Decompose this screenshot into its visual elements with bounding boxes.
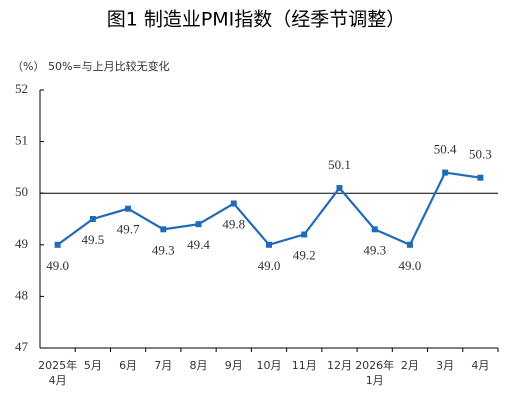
data-point: [89, 216, 96, 222]
data-label: 49.8: [222, 217, 245, 232]
chart-subtitle: （%） 50%=与上月比较无变化: [12, 59, 170, 73]
data-label: 50.4: [434, 142, 457, 157]
x-tick-label: 10月: [257, 359, 282, 372]
x-tick-label: 2025年 4月: [38, 358, 77, 387]
x-tick-label: 6月: [119, 359, 137, 372]
data-point: [477, 174, 484, 181]
y-tick-label: 50: [15, 184, 28, 199]
data-point: [195, 221, 202, 228]
x-tick-label: 5月: [84, 359, 102, 372]
data-label: 49.5: [81, 232, 104, 247]
data-point: [442, 169, 449, 176]
data-point: [230, 200, 237, 207]
x-tick-label: 11月: [292, 359, 317, 372]
y-tick-label: 52: [15, 81, 28, 96]
data-label: 50.1: [328, 157, 351, 172]
data-label: 49.0: [258, 258, 281, 273]
data-label: 50.3: [469, 147, 492, 162]
data-point: [54, 241, 61, 248]
data-point: [125, 205, 132, 212]
x-tick-label: 8月: [190, 359, 208, 372]
y-tick-label: 51: [15, 133, 28, 148]
data-point: [160, 226, 167, 233]
x-tick-label: 9月: [225, 359, 243, 372]
data-label: 49.2: [293, 247, 316, 262]
x-tick-label: 4月: [471, 359, 489, 372]
y-tick-label: 47: [15, 339, 29, 354]
chart-title: 图1 制造业PMI指数（经季节调整）: [107, 9, 406, 31]
data-label: 49.7: [117, 222, 140, 237]
data-point: [371, 226, 378, 233]
x-tick-label: 2月: [401, 359, 419, 372]
data-point: [406, 241, 413, 248]
x-tick-label: 2026年 1月: [355, 358, 394, 387]
data-point: [301, 231, 308, 238]
data-point: [336, 185, 343, 192]
data-label: 49.4: [187, 237, 210, 252]
data-label: 49.3: [152, 242, 175, 257]
data-label: 49.3: [363, 242, 386, 257]
x-tick-label: 3月: [436, 359, 454, 372]
data-label: 49.0: [46, 258, 69, 273]
y-tick-label: 48: [15, 287, 28, 302]
y-tick-label: 49: [15, 236, 28, 251]
data-label: 49.0: [399, 258, 422, 273]
x-tick-label: 12月: [327, 359, 352, 372]
data-point: [266, 241, 272, 248]
x-tick-label: 7月: [154, 359, 172, 372]
